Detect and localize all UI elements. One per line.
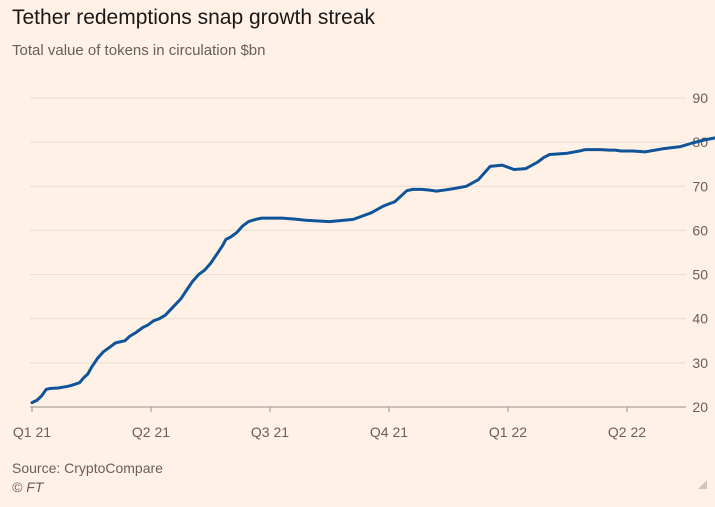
- y-tick-label-60: 60: [692, 222, 708, 238]
- chart-subtitle: Total value of tokens in circulation $bn: [12, 42, 266, 59]
- y-tick-label-50: 50: [692, 267, 708, 283]
- x-tick-label-5: Q2 22: [608, 424, 646, 440]
- corner-mark-icon: [698, 480, 707, 489]
- x-tick-label-1: Q2 21: [132, 424, 170, 440]
- y-tick-label-20: 20: [692, 399, 708, 415]
- y-tick-label-30: 30: [692, 355, 708, 371]
- chart-title: Tether redemptions snap growth streak: [12, 6, 376, 29]
- x-tick-label-0: Q1 21: [13, 424, 51, 440]
- y-tick-label-70: 70: [692, 178, 708, 194]
- series-line-tokens-in-circulation: [30, 136, 715, 405]
- x-axis-ticks: Q1 21 Q2 21 Q3 21 Q4 21 Q1 22 Q2 22: [13, 407, 646, 440]
- gridlines: [30, 97, 686, 364]
- source-note: Source: CryptoCompare: [12, 460, 163, 476]
- y-tick-label-40: 40: [692, 311, 708, 327]
- y-tick-label-90: 90: [692, 90, 708, 106]
- x-tick-label-4: Q1 22: [489, 424, 527, 440]
- x-tick-label-2: Q3 21: [251, 424, 289, 440]
- x-tick-label-3: Q4 21: [370, 424, 408, 440]
- copyright-note: © FT: [12, 479, 44, 495]
